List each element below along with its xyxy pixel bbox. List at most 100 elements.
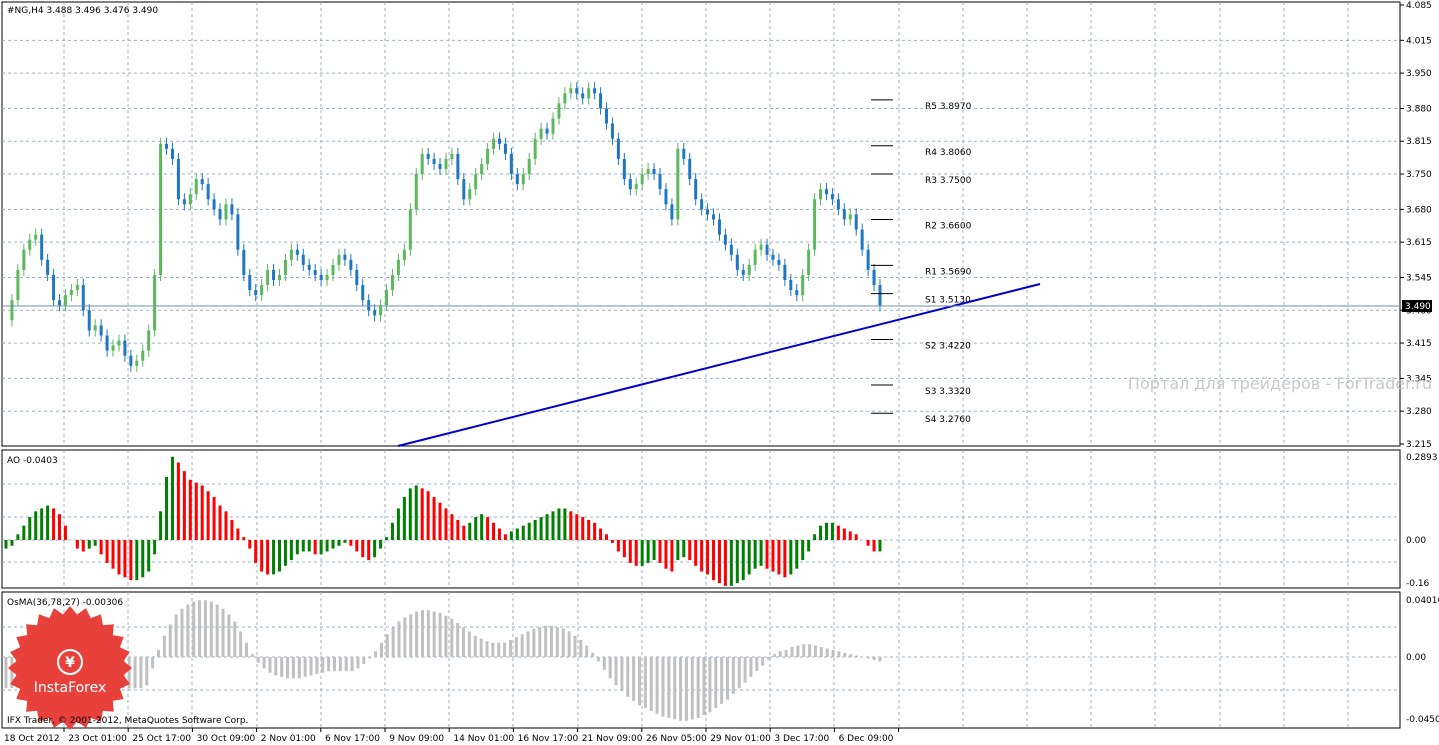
candle-body: [266, 269, 270, 286]
candle-body: [402, 249, 406, 260]
candle-body: [533, 138, 537, 159]
candle-body: [200, 179, 204, 185]
candle-body: [616, 138, 620, 159]
x-tick-label: 2 Nov 01:00: [261, 734, 316, 744]
candle-body: [575, 88, 579, 94]
candle-body: [462, 179, 466, 200]
candle-body: [242, 249, 246, 275]
ao-histogram: [4, 456, 882, 586]
ao-tick-label: 0.00: [1406, 536, 1426, 546]
candle-body: [260, 285, 264, 296]
candle-body: [46, 259, 50, 275]
candle-body: [373, 310, 377, 316]
candle-body: [569, 88, 573, 94]
candle-body: [872, 269, 876, 286]
candle-body: [277, 274, 281, 281]
candle-body: [712, 214, 716, 220]
y-tick-label: 3.950: [1406, 69, 1432, 79]
candle-body: [717, 219, 721, 235]
candle-body: [539, 128, 543, 139]
candle-body: [694, 179, 698, 200]
candle-body: [22, 249, 26, 270]
candle-body: [170, 148, 174, 159]
grid-lines: [2, 2, 1400, 728]
candle-body: [444, 158, 448, 169]
ao-tick-label: 0.2893: [1406, 453, 1438, 463]
candle-body: [10, 300, 14, 321]
candle-body: [509, 153, 513, 175]
pivot-label: S3 3.3320: [925, 387, 971, 397]
candle-body: [307, 264, 311, 270]
candle-body: [165, 143, 169, 149]
candle-body: [836, 199, 840, 210]
candle-body: [759, 244, 763, 250]
candle-body: [40, 234, 44, 260]
y-tick-label: 4.085: [1406, 1, 1432, 11]
x-tick-label: 29 Nov 01:00: [710, 734, 771, 744]
candle-body: [147, 330, 151, 351]
instaforex-logo: ¥ InstaForex: [8, 606, 132, 730]
candle-body: [854, 214, 858, 230]
candle-body: [741, 269, 745, 275]
candle-body: [408, 209, 412, 250]
candle-body: [819, 189, 823, 200]
candle-body: [63, 295, 67, 306]
x-tick-label: 14 Nov 01:00: [453, 734, 514, 744]
candle-body: [807, 249, 811, 275]
logo-text: InstaForex: [34, 680, 107, 696]
candle-body: [777, 259, 781, 265]
candle-body: [414, 174, 418, 210]
ao-tick-label: -0.16: [1406, 579, 1430, 589]
watermark: Портал для трейдеров - ForTrader.ru: [1128, 374, 1432, 393]
candle-body: [93, 325, 97, 331]
candle-body: [99, 325, 103, 336]
candle-body: [634, 184, 638, 190]
copyright: IFX Trader, © 2001-2012, MetaQuotes Soft…: [7, 716, 248, 726]
candle-body: [28, 239, 32, 250]
x-tick-label: 9 Nov 09:00: [389, 734, 444, 744]
logo-icon: ¥: [65, 655, 75, 671]
candle-body: [248, 274, 252, 291]
candle-body: [878, 285, 882, 306]
candle-body: [105, 335, 109, 351]
candle-body: [682, 148, 686, 159]
osma-tick-label: 0.00: [1406, 653, 1426, 663]
candle-body: [349, 259, 353, 270]
candle-body: [605, 108, 609, 124]
ao-label: AO -0.0403: [7, 456, 58, 466]
candle-body: [474, 174, 478, 190]
candle-body: [753, 249, 757, 265]
y-tick-label: 3.815: [1406, 137, 1432, 147]
candle-body: [723, 234, 727, 245]
candle-body: [313, 269, 317, 275]
price-axis: 4.085 4.015 3.950 3.880 3.815 3.750 3.680 3.615…: [1400, 1, 1439, 725]
candle-body: [75, 285, 79, 291]
osma-panel-frame: [1, 591, 1401, 729]
y-tick-label: 3.415: [1406, 339, 1432, 349]
candle-body: [206, 184, 210, 200]
trendline[interactable]: [397, 283, 1041, 447]
candle-body: [123, 340, 127, 356]
pivot-levels: R5 3.8970 R4 3.8060 R3 3.7500 R2 3.6600 R1 3…: [871, 99, 972, 425]
pivot-label: R2 3.6600: [925, 221, 972, 231]
candle-body: [319, 274, 323, 281]
x-tick-label: 3 Dec 17:00: [774, 734, 829, 744]
candle-body: [783, 264, 787, 281]
candle-body: [224, 204, 228, 220]
candle-body: [283, 259, 287, 275]
candle-body: [176, 158, 180, 200]
candle-body: [610, 123, 614, 139]
candle-body: [325, 274, 329, 281]
candle-body: [141, 350, 145, 361]
candle-body: [801, 274, 805, 296]
candle-body: [254, 290, 258, 296]
candle-body: [646, 168, 650, 175]
candle-body: [599, 93, 603, 109]
y-tick-label: 3.680: [1406, 205, 1432, 215]
candle-body: [194, 179, 198, 195]
x-tick-label: 25 Oct 17:00: [132, 734, 191, 744]
y-tick-label: 3.545: [1406, 273, 1432, 283]
candle-body: [343, 254, 347, 260]
candle-body: [497, 138, 501, 144]
